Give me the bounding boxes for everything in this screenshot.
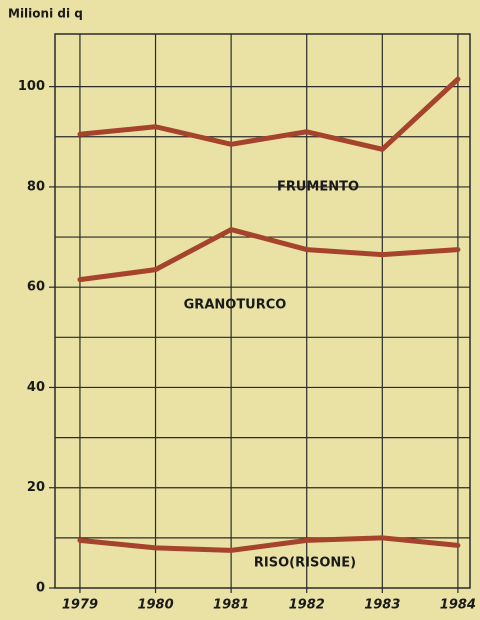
y-tick-label: 40 bbox=[27, 380, 45, 395]
x-tick-label: 1979 bbox=[62, 598, 98, 613]
y-tick-label: 0 bbox=[36, 581, 45, 596]
y-tick-label: 60 bbox=[27, 280, 45, 295]
x-tick-label: 1982 bbox=[289, 598, 325, 613]
y-tick-label: 100 bbox=[18, 79, 45, 94]
x-tick-label: 1980 bbox=[137, 598, 173, 613]
series-line bbox=[77, 227, 461, 283]
plot-frame bbox=[54, 33, 471, 589]
y-axis-label: Milioni di q bbox=[8, 7, 83, 21]
series-label: FRUMENTO bbox=[277, 180, 359, 195]
series-label: RISO(RISONE) bbox=[254, 556, 356, 571]
x-tick-label: 1983 bbox=[364, 598, 400, 613]
y-tick-label: 20 bbox=[27, 480, 45, 495]
y-tick-label: 80 bbox=[27, 179, 45, 194]
x-tick-label: 1981 bbox=[213, 598, 249, 613]
x-tick-label: 1984 bbox=[440, 598, 476, 613]
series-line bbox=[77, 535, 461, 553]
series-label: GRANOTURCO bbox=[184, 298, 287, 313]
series-line bbox=[77, 76, 461, 152]
